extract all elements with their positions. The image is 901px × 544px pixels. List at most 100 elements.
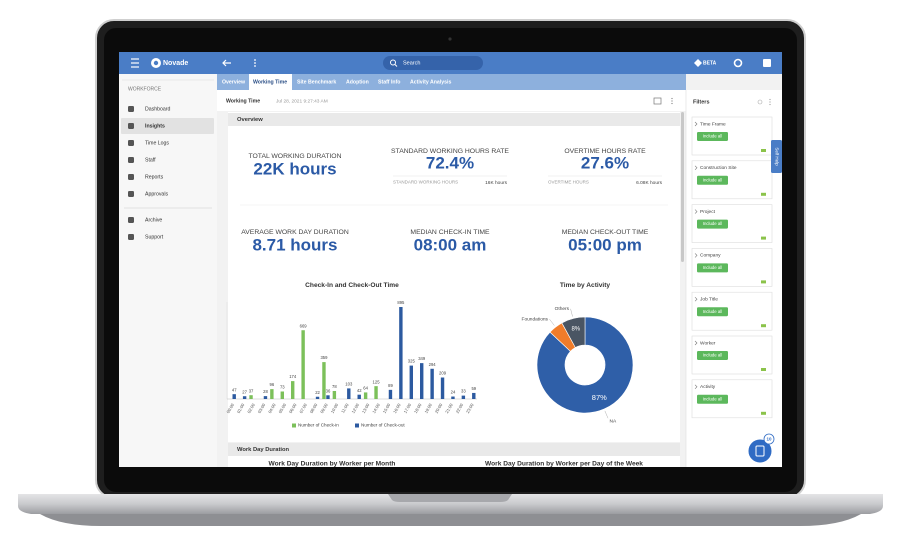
include-all-button[interactable] <box>697 175 728 185</box>
fab[interactable] <box>747 438 773 464</box>
overview-header <box>228 113 680 126</box>
bar <box>461 395 466 399</box>
search-box[interactable] <box>383 56 483 70</box>
filter-chevron[interactable] <box>694 340 698 346</box>
tab[interactable]: Activity Analysis <box>410 79 451 85</box>
kpi-sub-label: OVERTIME HOURS <box>548 180 589 185</box>
data-label: 125 <box>373 379 381 384</box>
x-tick-label: 01:00 <box>236 402 246 414</box>
sidebar-item[interactable]: Dashboard <box>145 106 170 112</box>
include-all-label[interactable]: Include all <box>703 221 722 226</box>
pie-value-label: 8% <box>571 327 580 333</box>
pie-value-label: 87% <box>592 393 607 402</box>
sidebar-item[interactable]: Insights <box>145 123 165 129</box>
filter-chevron[interactable] <box>694 209 698 214</box>
data-label: 103 <box>345 382 353 387</box>
filter-title[interactable]: Construction Site <box>700 165 737 171</box>
sidebar-item[interactable]: Staff <box>145 157 156 163</box>
fab-badge-count: 10 <box>766 436 772 441</box>
scrollbar[interactable] <box>681 112 684 262</box>
bar <box>242 396 247 399</box>
bar <box>270 389 274 399</box>
pie-category-label: Others <box>555 306 570 312</box>
include-all-label[interactable]: Include all <box>703 353 722 358</box>
bar <box>291 381 295 399</box>
filter-chevron[interactable] <box>694 253 698 258</box>
include-all-button[interactable] <box>697 132 728 141</box>
settings-icon[interactable] <box>733 58 743 68</box>
filter-title[interactable]: Job Title <box>700 296 718 302</box>
tab[interactable]: Working Time <box>253 79 287 85</box>
sidebar-item[interactable]: Archive <box>145 217 162 223</box>
breadcrumb-more[interactable] <box>671 97 673 105</box>
include-all-label[interactable]: Include all <box>703 396 722 401</box>
tab[interactable]: Adoption <box>346 79 369 85</box>
sidebar <box>119 74 217 467</box>
sidebar-item[interactable]: Time Logs <box>145 140 169 146</box>
include-all-label[interactable]: Include all <box>703 309 722 314</box>
kpi-value: 72.4% <box>426 153 474 172</box>
chart-title: Check-In and Check-Out Time <box>305 282 399 289</box>
tab[interactable]: Overview <box>222 79 246 85</box>
brand-name: Novade <box>163 60 188 67</box>
more-button[interactable] <box>254 59 256 67</box>
menu-icon[interactable] <box>131 58 139 68</box>
include-all-label[interactable]: Include all <box>703 134 722 139</box>
bar <box>430 368 434 399</box>
data-label: 294 <box>429 362 437 367</box>
kpi-value: 08:00 am <box>414 235 487 254</box>
filter-title[interactable]: Company <box>700 253 721 259</box>
data-label: 42 <box>357 388 362 393</box>
kpi-label: TOTAL WORKING DURATION <box>248 153 341 160</box>
filter-chevron[interactable] <box>694 296 698 302</box>
include-all-button[interactable] <box>697 307 728 317</box>
include-all-button[interactable] <box>697 219 728 229</box>
legend-swatch <box>292 423 296 428</box>
include-all-button[interactable] <box>697 351 728 360</box>
kpi-value: 22K hours <box>253 159 336 178</box>
tab[interactable]: Site Benchmark <box>297 79 336 85</box>
filter-title[interactable]: Worker <box>700 340 716 346</box>
include-all-label[interactable]: Include all <box>703 265 722 270</box>
filters-refresh[interactable] <box>757 99 763 105</box>
self-help-label[interactable]: Self Help <box>774 147 779 166</box>
filter-chevron[interactable] <box>694 121 698 127</box>
filter-status-icon <box>761 324 766 328</box>
filter-title[interactable]: Project <box>700 209 716 215</box>
sidebar-item[interactable]: Support <box>145 234 164 240</box>
kpi-sub-label: STANDARD WORKING HOURS <box>393 180 458 185</box>
include-all-label[interactable]: Include all <box>703 177 722 182</box>
filter-title[interactable]: Activity <box>700 384 716 390</box>
filter-chevron[interactable] <box>694 384 698 390</box>
bar <box>357 394 361 399</box>
filter-title[interactable]: Time Frame <box>700 121 726 127</box>
filter-status-icon <box>761 149 766 152</box>
x-tick-label: 06:00 <box>288 402 298 414</box>
data-label: 22 <box>315 390 320 395</box>
filter-status-icon <box>761 368 766 371</box>
layout-icon[interactable] <box>653 97 662 105</box>
filters-more[interactable] <box>769 98 771 106</box>
data-label: 349 <box>418 356 426 361</box>
bar <box>388 389 393 399</box>
bar <box>374 386 378 399</box>
data-label: 36 <box>326 388 331 393</box>
sidebar-item[interactable]: Reports <box>145 174 164 180</box>
x-tick-label: 14:00 <box>371 402 381 414</box>
profile-icon[interactable] <box>763 59 771 67</box>
back-button[interactable] <box>222 59 231 67</box>
self-help-tab[interactable] <box>771 140 782 173</box>
search-placeholder[interactable]: Search <box>403 60 420 66</box>
filter-status-icon <box>761 411 766 415</box>
filter-chevron[interactable] <box>694 165 698 171</box>
beta-icon <box>694 59 702 67</box>
include-all-button[interactable] <box>697 263 728 273</box>
sidebar-item[interactable]: Approvals <box>145 191 168 197</box>
include-all-button[interactable] <box>697 394 728 404</box>
legend-label[interactable]: Number of Check-in <box>298 423 339 428</box>
tab[interactable]: Staff Info <box>378 79 400 85</box>
legend-label[interactable]: Number of Check-out <box>361 423 405 428</box>
section-title: Work Day Duration <box>237 447 290 453</box>
